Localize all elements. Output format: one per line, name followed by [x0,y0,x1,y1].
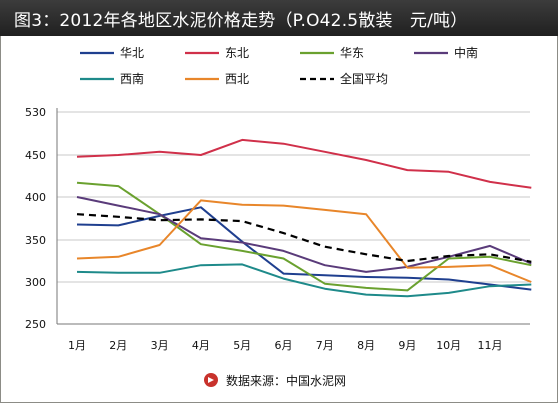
x-tick-label: 3月 [151,339,169,352]
data-source: 数据来源：中国水泥网 [226,374,347,388]
x-tick-label: 6月 [275,339,293,352]
x-tick-label: 5月 [233,339,251,352]
x-tick-label: 1月 [68,339,86,352]
legend-label: 全国平均 [340,71,388,86]
y-tick-label: 530 [25,106,46,119]
series-line-西南 [76,263,532,298]
series-line-华东 [76,181,532,292]
y-tick-labels: 250 300 350 400 450 530 [25,106,46,331]
series-lines [76,138,532,298]
series-line-华北 [76,206,532,291]
legend-label: 西北 [225,72,249,86]
x-tick-label: 11月 [478,339,503,352]
x-tick-label: 2月 [109,339,127,352]
arrow-circle-icon [204,373,218,387]
legend-label: 华东 [340,46,364,60]
series-line-东北 [76,138,532,189]
legend-label: 东北 [225,46,249,60]
x-tick-label: 8月 [357,339,375,352]
title-bar: 图3：2012年各地区水泥价格走势（P.O42.5散装 元/吨） [0,0,558,36]
legend-label: 中南 [454,45,478,60]
y-tick-label: 350 [25,234,46,247]
y-tick-label: 450 [25,149,46,162]
x-tick-label: 9月 [398,339,416,352]
y-tick-label: 300 [25,276,46,289]
series-line-全国平均 [76,213,532,263]
x-tick-label: 10月 [436,339,461,352]
x-tick-label: 7月 [316,339,334,352]
legend-label: 华北 [120,46,144,60]
x-tick-label: 4月 [192,339,210,352]
x-tick-labels: 1月 2月 3月 4月 5月 6月 7月 8月 9月 10月 11月 [68,339,503,352]
axes [56,108,530,325]
series-line-西北 [76,199,532,283]
y-tick-label: 250 [25,318,46,331]
chart-title: 图3：2012年各地区水泥价格走势（P.O42.5散装 元/吨） [14,11,468,31]
legend-label: 西南 [120,71,144,86]
y-tick-label: 400 [25,191,46,204]
